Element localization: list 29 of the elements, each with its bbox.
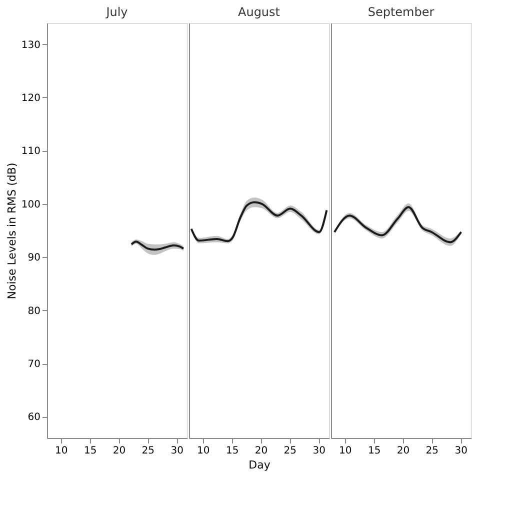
x-tick-label: 10 xyxy=(197,446,210,456)
y-tick-label: 70 xyxy=(28,359,40,370)
x-tick-label: 20 xyxy=(396,446,410,456)
x-tick-label: 25 xyxy=(426,446,439,456)
x-tick-label: 25 xyxy=(284,446,297,456)
y-tick-label: 90 xyxy=(28,252,40,264)
y-axis-title: Noise Levels in RMS (dB) xyxy=(5,162,18,300)
x-tick-label: 15 xyxy=(368,446,381,456)
x-axis-title: Day xyxy=(248,458,271,472)
y-tick-label: 130 xyxy=(21,40,40,51)
chart-title: July xyxy=(105,5,128,19)
y-tick-label: 60 xyxy=(28,412,40,424)
x-tick-label: 15 xyxy=(84,446,97,456)
x-tick-label: 30 xyxy=(170,446,184,456)
y-tick-label: 110 xyxy=(21,146,40,158)
y-tick-label: 120 xyxy=(21,92,40,104)
x-tick-label: 20 xyxy=(112,446,126,456)
chart-title: September xyxy=(368,5,434,19)
x-tick-label: 10 xyxy=(55,446,68,456)
x-tick-label: 15 xyxy=(226,446,239,456)
y-tick-label: 80 xyxy=(28,306,40,317)
x-tick-label: 20 xyxy=(254,446,268,456)
line-series xyxy=(130,240,185,251)
x-tick-label: 25 xyxy=(142,446,155,456)
y-tick-label: 100 xyxy=(21,199,40,210)
x-tick-label: 30 xyxy=(454,446,468,456)
x-tick-label: 30 xyxy=(312,446,326,456)
chart-title: August xyxy=(238,5,280,19)
x-tick-label: 10 xyxy=(339,446,352,456)
